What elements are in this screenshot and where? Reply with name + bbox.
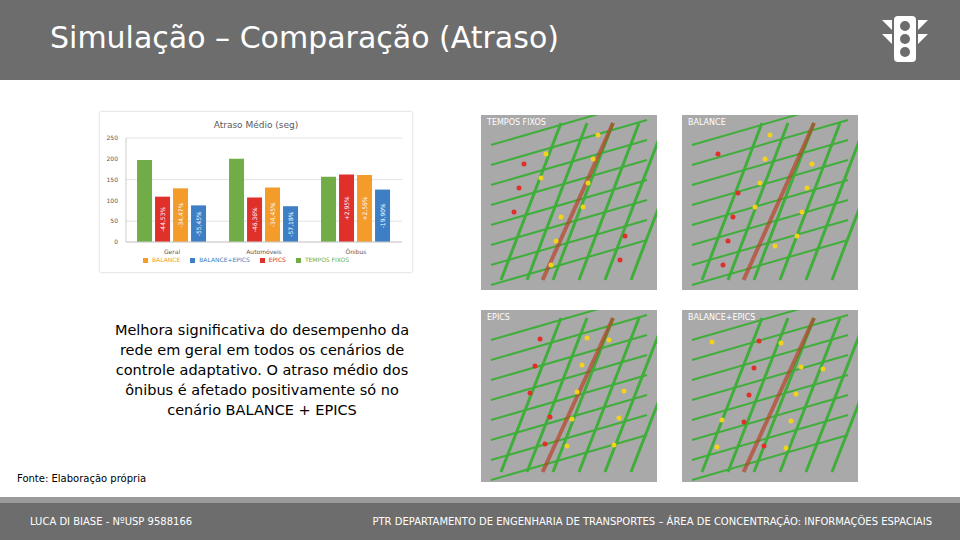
svg-text:-57,18%: -57,18% <box>287 211 294 236</box>
svg-text:-55,45%: -55,45% <box>195 211 202 236</box>
html-text:Simulação – Comparação (Atraso: Simulação – Comparação (Atraso) <box>50 20 559 55</box>
html-text:Atraso Médio (seg): Atraso Médio (seg) <box>213 120 299 130</box>
html-text:LUCA DI BIASE - NºUSP 9588166: LUCA DI BIASE - NºUSP 9588166 <box>30 516 193 527</box>
svg-text:-34,45%: -34,45% <box>269 202 276 227</box>
html-text:Melhora significativa do desem: Melhora significativa do desempenho da r… <box>114 322 410 418</box>
svg-text:-44,53%: -44,53% <box>159 207 166 232</box>
svg-text:Ônibus: Ônibus <box>346 248 367 255</box>
svg-text:+2,56%: +2,56% <box>361 196 368 220</box>
html-text:TEMPOS FIXOS: TEMPOS FIXOS <box>487 118 546 127</box>
html-text:EPICS: EPICS <box>268 256 286 263</box>
svg-text:100: 100 <box>107 197 119 204</box>
svg-text:Geral: Geral <box>164 248 180 255</box>
svg-text:0: 0 <box>114 238 118 245</box>
svg-text:250: 250 <box>107 134 119 141</box>
svg-text:50: 50 <box>110 217 118 224</box>
svg-text:Automóveis: Automóveis <box>246 248 281 255</box>
html-text:BALANCE: BALANCE <box>688 118 726 127</box>
html-text:BALANCE+EPICS: BALANCE+EPICS <box>688 313 756 322</box>
svg-text:-34,47%: -34,47% <box>177 202 184 227</box>
html-text:BALANCE: BALANCE <box>151 256 181 263</box>
svg-text:200: 200 <box>107 155 119 162</box>
html-text:Fonte: Elaboração própria: Fonte: Elaboração própria <box>17 473 147 484</box>
svg-text:+2,95%: +2,95% <box>343 196 350 220</box>
svg-text:-19,90%: -19,90% <box>379 203 386 228</box>
html-text:EPICS: EPICS <box>487 313 510 322</box>
html-text:PTR DEPARTAMENTO DE ENGENHARIA: PTR DEPARTAMENTO DE ENGENHARIA DE TRANSP… <box>372 516 932 527</box>
html-text:TEMPOS FIXOS: TEMPOS FIXOS <box>304 256 350 263</box>
html-text:BALANCE+EPICS: BALANCE+EPICS <box>199 256 250 263</box>
svg-text:150: 150 <box>107 176 119 183</box>
svg-text:-46,36%: -46,36% <box>251 207 258 232</box>
